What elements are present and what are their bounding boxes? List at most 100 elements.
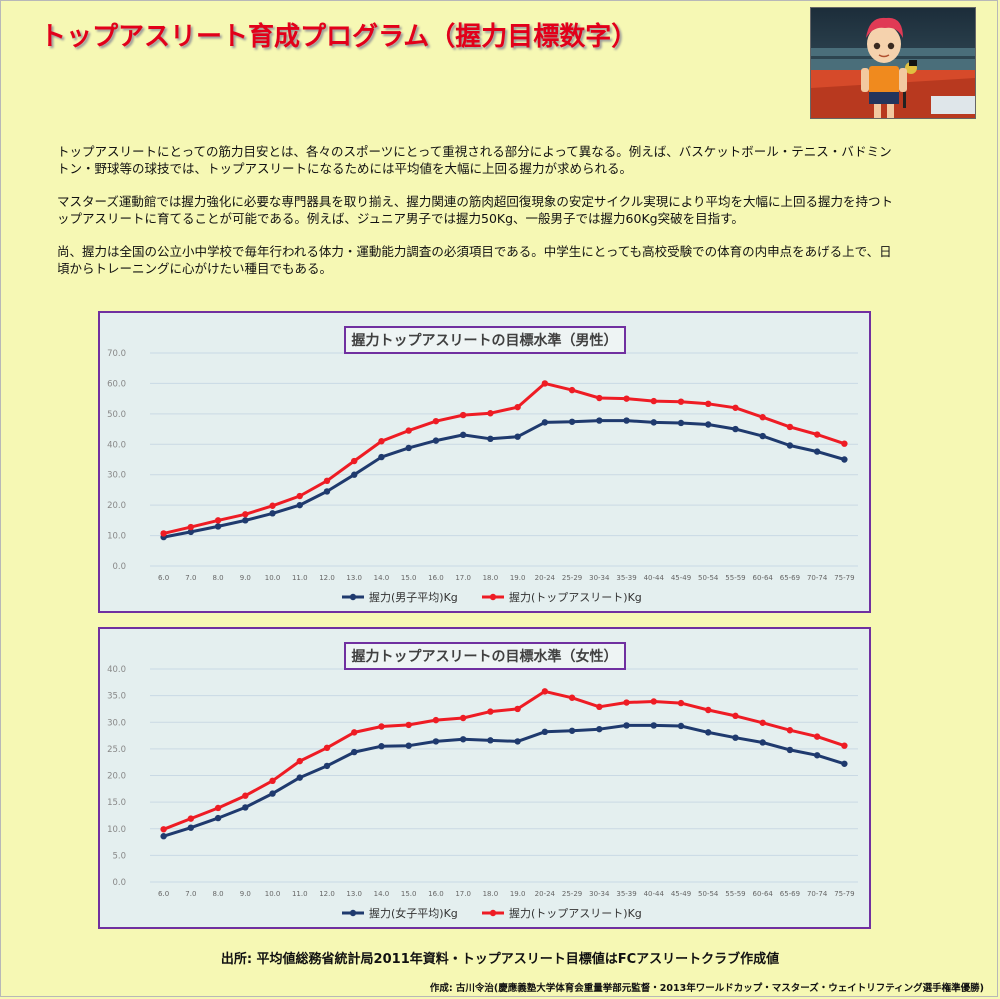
y-tick-label: 30.0 [107,471,126,481]
y-tick-label: 0.0 [112,562,126,572]
data-point [759,432,766,440]
data-point [405,444,412,452]
data-point [487,708,494,715]
data-point [650,722,657,729]
legend-marker [489,909,497,917]
data-point [786,423,794,431]
data-point [378,438,385,445]
y-tick-label: 20.0 [107,501,126,511]
data-point [160,530,167,537]
data-point [813,448,821,455]
x-tick-label: 17.0 [455,574,471,582]
x-tick-label: 50-54 [698,890,719,898]
x-tick-label: 40-44 [644,890,665,898]
data-point [759,414,766,421]
legend-marker [349,909,357,917]
data-point [786,727,794,734]
x-tick-label: 10.0 [265,574,281,582]
intro-text: トップアスリートにとっての筋力目安とは、各々のスポーツにとって重視される部分によ… [57,143,897,293]
paragraph-1: トップアスリートにとっての筋力目安とは、各々のスポーツにとって重視される部分によ… [57,144,892,176]
series-line-top-athlete [163,689,845,831]
data-point [296,501,303,509]
x-tick-label: 14.0 [374,890,390,898]
series-line-average [163,419,845,539]
x-tick-label: 15.0 [401,574,417,582]
x-tick-label: 70-74 [807,890,828,898]
x-tick-label: 60-64 [753,890,774,898]
data-point [487,435,494,443]
x-tick-label: 70-74 [807,574,828,582]
data-point [378,743,385,750]
data-point [541,728,549,736]
x-tick-label: 35-39 [616,890,636,898]
y-tick-label: 70.0 [107,349,126,359]
data-point [432,437,440,444]
y-tick-label: 10.0 [107,532,126,542]
data-point [514,705,521,713]
data-point [269,790,276,797]
data-point [296,757,303,765]
x-tick-label: 20-24 [535,890,556,898]
data-point [705,706,712,714]
y-tick-label: 0.0 [112,878,126,888]
athlete-illustration [810,7,976,119]
x-tick-label: 25-29 [562,574,582,582]
male-chart-title: 握力トップアスリートの目標水準（男性） [343,326,626,354]
data-point [432,738,440,745]
x-tick-label: 17.0 [455,890,471,898]
page-title: トップアスリート育成プログラム（握力目標数字） [40,22,638,52]
data-point [459,411,467,419]
female-grip-chart: 0.0 5.0 10.0 15.0 20.0 25.0 30.0 35.0 40.0 6.0 7.0… [98,627,871,929]
x-tick-label: 13.0 [346,574,362,582]
legend-marker [349,593,357,601]
data-point [323,488,331,495]
data-point [623,417,630,424]
series-line-top-athlete [163,381,845,535]
x-tick-label: 12.0 [319,890,335,898]
series-line-average [163,723,845,838]
data-point [623,699,630,706]
data-point [187,528,195,536]
paragraph-2: マスターズ運動館では握力強化に必要な専門器具を取り揃え、握力関連の筋肉超回復現象… [57,194,894,226]
data-point [214,517,222,524]
data-point [650,419,657,426]
y-tick-label: 30.0 [107,718,126,728]
data-point [269,777,276,785]
data-point [160,833,167,840]
data-point [677,699,685,707]
data-point [378,723,385,730]
legend-label: 握力(男子平均)Kg [369,590,458,604]
data-point [351,729,358,736]
data-point [514,738,521,745]
x-tick-label: 65-69 [780,574,800,582]
data-point [323,477,331,484]
x-tick-label: 19.0 [510,890,526,898]
x-tick-label: 13.0 [346,890,362,898]
x-tick-label: 14.0 [374,574,390,582]
data-point [323,762,331,770]
data-point [459,714,467,722]
data-point [813,752,821,759]
data-point [786,442,794,449]
x-tick-label: 50-54 [698,574,719,582]
data-point [323,744,331,752]
x-tick-label: 7.0 [185,574,196,582]
data-point [269,502,276,509]
data-point [568,418,576,425]
data-point [568,386,576,394]
data-point [514,433,521,440]
x-tick-label: 9.0 [240,890,251,898]
y-tick-label: 15.0 [107,798,126,808]
data-point [160,826,167,833]
data-point [677,722,685,730]
x-tick-label: 30-34 [589,574,610,582]
data-point [841,440,848,447]
data-point [487,410,494,417]
data-point [214,523,222,530]
x-tick-label: 11.0 [292,574,308,582]
data-point [242,511,249,518]
data-point [677,398,685,405]
legend-label: 握力(女子平均)Kg [369,906,458,920]
data-point [187,523,195,531]
x-tick-label: 65-69 [780,890,800,898]
